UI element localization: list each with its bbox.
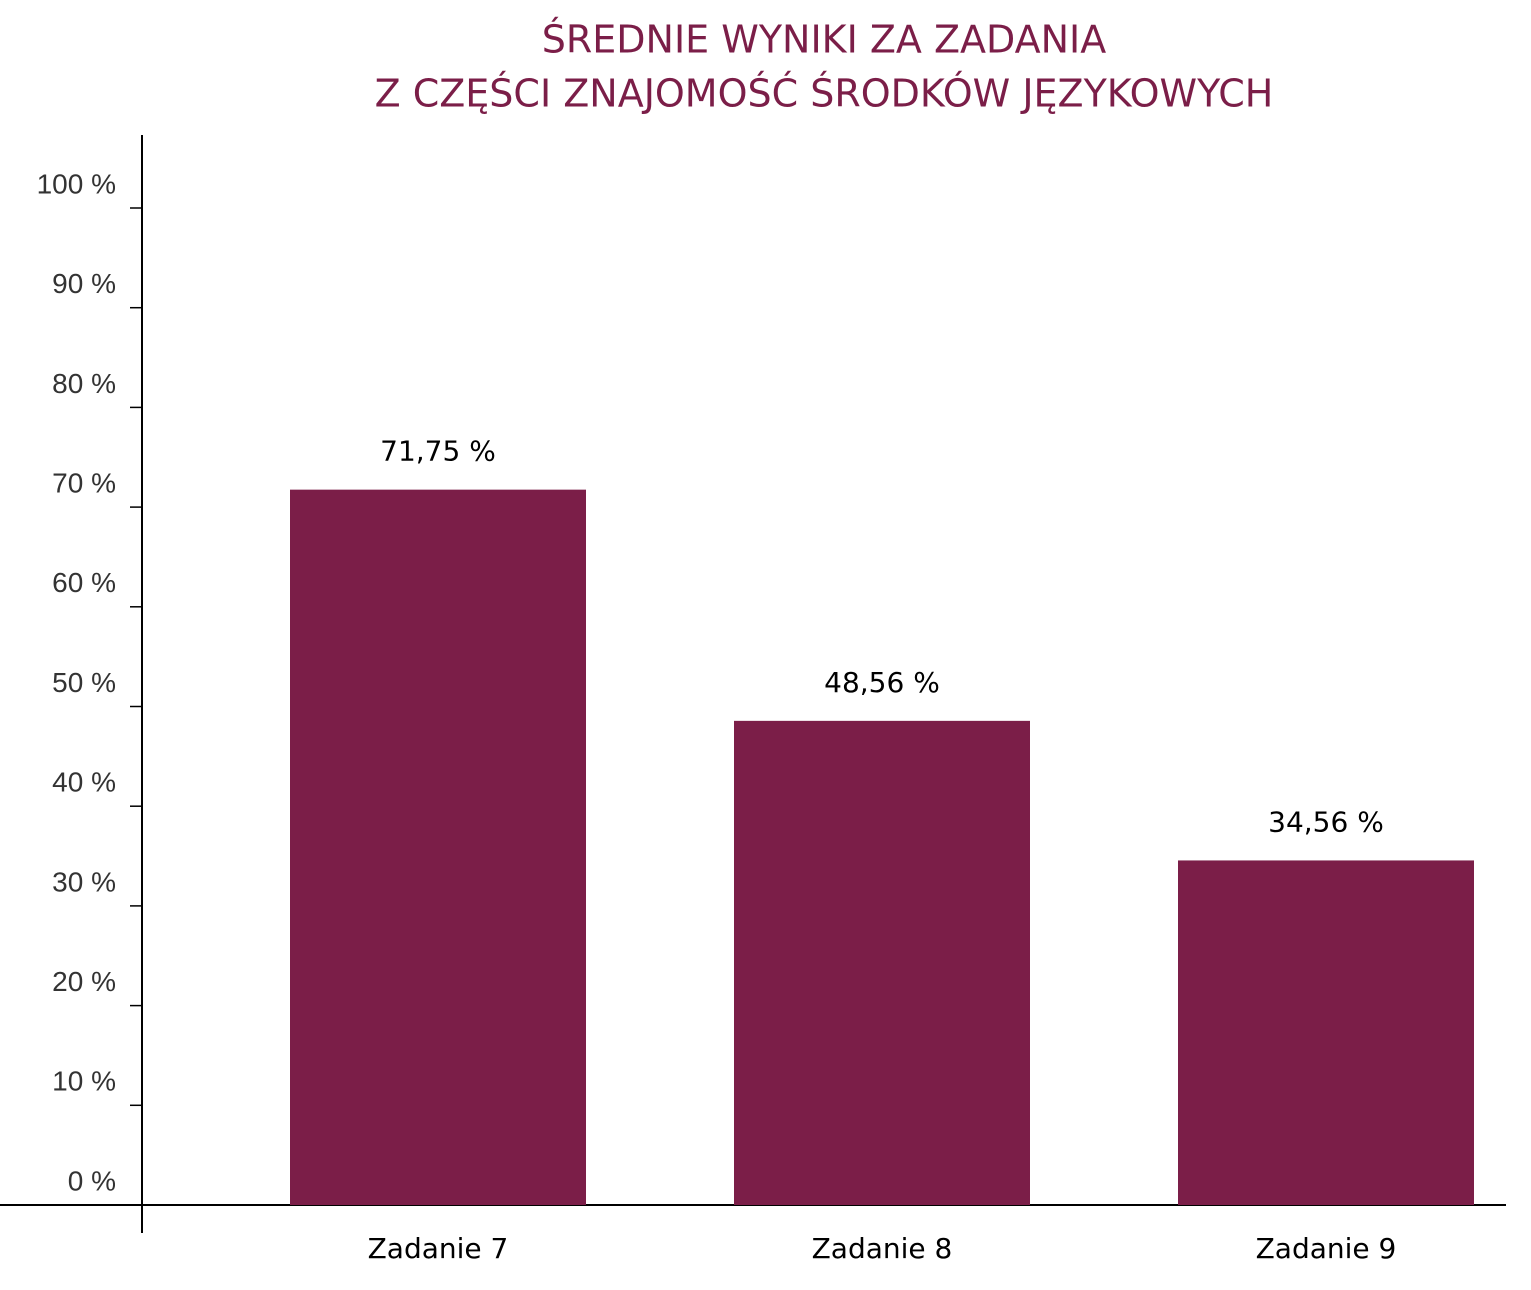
y-tick-label: 20 % — [52, 966, 116, 997]
y-tick-label: 70 % — [52, 467, 116, 498]
y-tick-label: 50 % — [52, 667, 116, 698]
chart-title: Z CZĘŚCI ZNAJOMOŚĆ ŚRODKÓW JĘZYKOWYCH — [375, 72, 1274, 116]
chart-title: ŚREDNIE WYNIKI ZA ZADANIA — [542, 18, 1107, 62]
y-tick-label: 60 % — [52, 567, 116, 598]
y-tick-label: 90 % — [52, 268, 116, 299]
bar — [734, 720, 1030, 1205]
value-label: 48,56 % — [824, 666, 940, 699]
y-tick-label: 40 % — [52, 767, 116, 798]
y-tick-label: 30 % — [52, 866, 116, 897]
bar — [1178, 860, 1474, 1205]
y-tick-label: 0 % — [68, 1165, 116, 1196]
x-tick-label: Zadanie 7 — [368, 1232, 509, 1265]
y-tick-label: 100 % — [37, 168, 116, 199]
y-tick-label: 80 % — [52, 368, 116, 399]
x-tick-label: Zadanie 8 — [812, 1232, 953, 1265]
y-tick-label: 10 % — [52, 1066, 116, 1097]
value-label: 71,75 % — [380, 435, 496, 468]
x-tick-label: Zadanie 9 — [1256, 1232, 1397, 1265]
value-label: 34,56 % — [1268, 805, 1384, 838]
bar — [290, 489, 586, 1206]
